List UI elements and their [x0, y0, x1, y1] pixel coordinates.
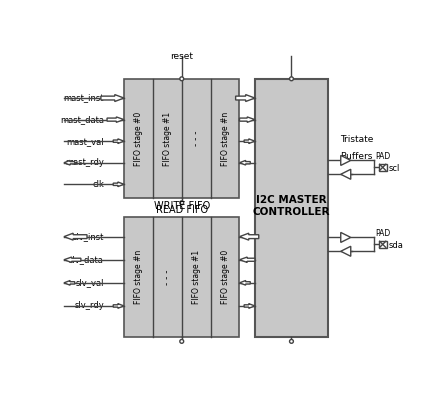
Text: I2C MASTER: I2C MASTER: [256, 195, 327, 205]
Text: FIFO stage #1: FIFO stage #1: [192, 250, 201, 304]
Polygon shape: [101, 94, 124, 102]
Polygon shape: [341, 232, 351, 242]
Text: - - -: - - -: [163, 269, 172, 285]
Text: slv_rdy: slv_rdy: [74, 302, 104, 310]
Bar: [379, 164, 387, 171]
Text: scl: scl: [389, 164, 400, 173]
Polygon shape: [239, 117, 255, 122]
Polygon shape: [113, 304, 124, 308]
Text: mast_rdy: mast_rdy: [65, 158, 104, 167]
Text: CONTROLLER: CONTROLLER: [253, 207, 330, 217]
Text: slv_val: slv_val: [75, 278, 104, 287]
Text: WRITE FIFO: WRITE FIFO: [153, 201, 210, 211]
Bar: [124, 79, 239, 198]
Text: FIFO stage #n: FIFO stage #n: [220, 111, 230, 166]
Circle shape: [290, 77, 293, 81]
Polygon shape: [244, 139, 255, 144]
Circle shape: [290, 340, 293, 343]
Text: FIFO stage #0: FIFO stage #0: [134, 111, 143, 166]
Text: reset: reset: [170, 52, 193, 61]
Bar: [255, 79, 328, 337]
Polygon shape: [239, 160, 250, 165]
Circle shape: [180, 201, 183, 205]
Text: Buffers: Buffers: [340, 152, 373, 161]
Polygon shape: [113, 182, 124, 186]
Polygon shape: [341, 246, 351, 256]
Polygon shape: [341, 156, 351, 166]
Polygon shape: [113, 139, 124, 144]
Polygon shape: [239, 233, 259, 240]
Polygon shape: [239, 280, 250, 285]
Text: slv_data: slv_data: [69, 255, 104, 264]
Polygon shape: [64, 160, 75, 165]
Text: FIFO stage #1: FIFO stage #1: [163, 112, 172, 166]
Text: Tristate: Tristate: [340, 135, 373, 144]
Text: mast_inst: mast_inst: [64, 94, 104, 102]
Text: - - -: - - -: [192, 131, 201, 146]
Polygon shape: [239, 257, 255, 262]
Polygon shape: [244, 304, 255, 308]
Polygon shape: [341, 169, 351, 179]
Polygon shape: [64, 257, 81, 262]
Bar: [124, 218, 239, 337]
Text: mast_data: mast_data: [60, 115, 104, 124]
Text: READ FIFO: READ FIFO: [156, 205, 208, 215]
Text: slv_inst: slv_inst: [73, 232, 104, 241]
Text: sda: sda: [389, 241, 404, 250]
Text: PAD: PAD: [375, 229, 390, 238]
Polygon shape: [64, 280, 75, 285]
Polygon shape: [235, 94, 255, 102]
Text: FIFO stage #0: FIFO stage #0: [220, 250, 230, 304]
Polygon shape: [107, 117, 124, 122]
Circle shape: [180, 77, 183, 81]
Circle shape: [180, 340, 183, 343]
Text: PAD: PAD: [375, 152, 390, 161]
Bar: [379, 240, 387, 248]
Text: FIFO stage #n: FIFO stage #n: [134, 250, 143, 304]
Text: clk: clk: [92, 180, 104, 189]
Text: mast_val: mast_val: [66, 137, 104, 146]
Polygon shape: [64, 233, 87, 240]
